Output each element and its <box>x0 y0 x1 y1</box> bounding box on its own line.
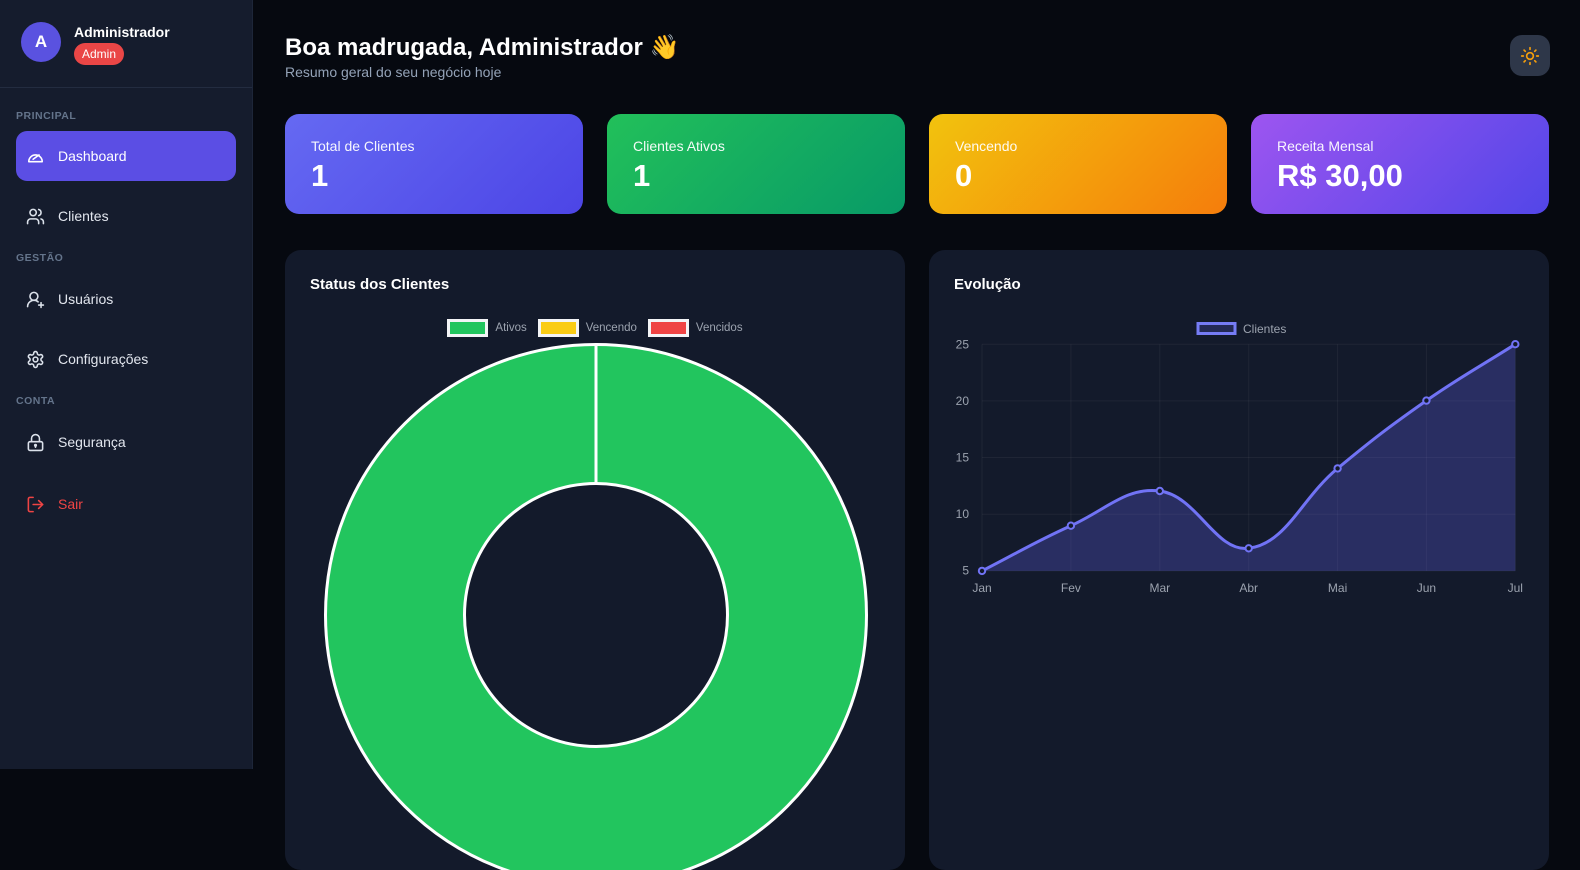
svg-text:5: 5 <box>962 564 969 578</box>
svg-text:Abr: Abr <box>1239 581 1258 595</box>
svg-text:15: 15 <box>956 451 970 465</box>
svg-text:Jul: Jul <box>1508 581 1523 595</box>
svg-text:Clientes: Clientes <box>1243 322 1286 336</box>
svg-text:10: 10 <box>956 507 970 521</box>
svg-text:Jan: Jan <box>972 581 991 595</box>
svg-text:20: 20 <box>956 394 970 408</box>
svg-text:Mai: Mai <box>1328 581 1347 595</box>
svg-text:25: 25 <box>956 338 970 352</box>
svg-text:Fev: Fev <box>1061 581 1081 595</box>
svg-text:Jun: Jun <box>1417 581 1436 595</box>
svg-text:Mar: Mar <box>1149 581 1170 595</box>
